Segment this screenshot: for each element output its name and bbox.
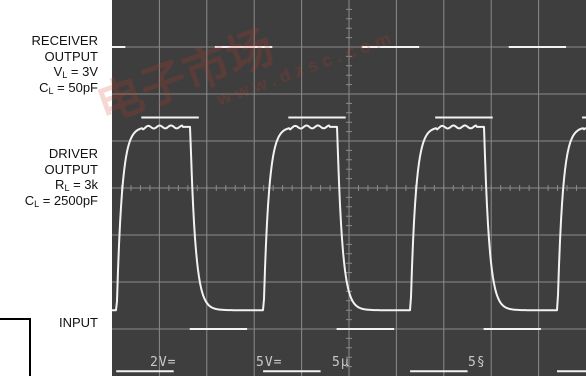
- trace-receiver-output: [112, 46, 586, 119]
- receiver-label-line2: OUTPUT: [44, 48, 98, 64]
- figure-frame-corner: [0, 318, 31, 376]
- receiver-label-line1: RECEIVER: [31, 33, 98, 48]
- driver-rl-spec: RL = 3k: [55, 177, 98, 193]
- receiver-output-label: RECEIVER OUTPUT VL = 3V CL = 50pF: [32, 33, 98, 95]
- trace-driver-output: [112, 124, 586, 312]
- scope-traces: [112, 46, 586, 373]
- scope-grid: [112, 0, 586, 376]
- driver-label-line1: DRIVER: [48, 146, 98, 161]
- scope-plot: [112, 0, 586, 376]
- receiver-cl-spec: CL = 50pF: [39, 79, 98, 96]
- receiver-vl-spec: VL = 3V: [53, 64, 98, 80]
- timebase-readout: 5µ: [332, 355, 350, 370]
- driver-label-line2: OUTPUT: [44, 161, 98, 177]
- trace-input: [116, 328, 586, 373]
- trace-labels: RECEIVER OUTPUT VL = 3V CL = 50pF DRIVER…: [0, 0, 112, 376]
- oscilloscope-screen: 2V= 5V= 5µ 5§ 电子市场 www.dzsc.com: [90, 0, 586, 376]
- ch2-scale-readout: 5V=: [256, 355, 283, 370]
- trigger-readout: 5§: [468, 355, 486, 370]
- ch1-scale-readout: 2V=: [150, 355, 177, 370]
- input-label: INPUT: [59, 315, 98, 330]
- driver-cl-spec: CL = 2500pF: [24, 192, 98, 209]
- driver-output-label: DRIVER OUTPUT RL = 3k CL = 2500pF: [25, 146, 98, 208]
